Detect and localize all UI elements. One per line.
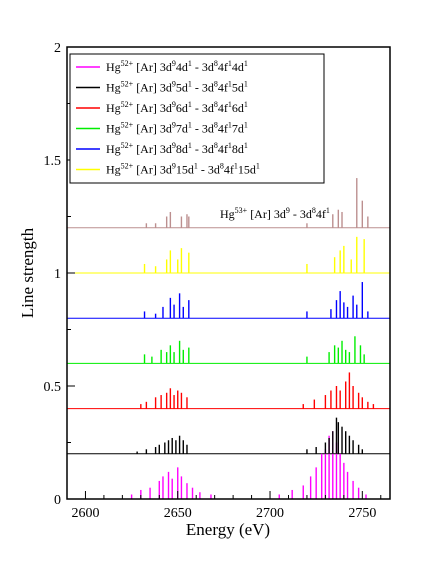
y-tick-label: 2	[54, 41, 61, 56]
x-tick-label: 2650	[164, 506, 192, 521]
x-axis: 2600 2650 2700 2750	[71, 491, 382, 521]
x-tick-label: 2750	[348, 506, 376, 521]
legend-item: Hg52+ [Ar] 3d98d1 - 3d84f18d1	[76, 141, 248, 156]
x-axis-title: Energy (eV)	[186, 520, 270, 539]
y-tick-label: 0.5	[44, 380, 62, 395]
legend-label: Hg52+ [Ar] 3d95d1 - 3d84f15d1	[106, 80, 248, 95]
x-tick-label: 2700	[256, 506, 284, 521]
legend-item: Hg52+ [Ar] 3d97d1 - 3d84f17d1	[76, 121, 248, 136]
legend-item: Hg52+ [Ar] 3d95d1 - 3d84f15d1	[76, 80, 248, 95]
legend-item: Hg52+ [Ar] 3d94d1 - 3d84f14d1	[76, 59, 248, 74]
legend-label: Hg52+ [Ar] 3d98d1 - 3d84f18d1	[106, 141, 248, 156]
legend-label: Hg52+ [Ar] 3d96d1 - 3d84f16d1	[106, 100, 248, 115]
series-baselines	[67, 227, 390, 500]
legend-box	[69, 53, 325, 184]
legend-label: Hg52+ [Ar] 3d97d1 - 3d84f17d1	[106, 121, 248, 136]
y-axis-title: Line strength	[18, 227, 37, 318]
legend-label: Hg52+ [Ar] 3d915d1 - 3d84f115d1	[106, 162, 260, 177]
y-tick-label: 1.5	[44, 154, 62, 169]
y-tick-label: 1	[54, 267, 61, 282]
spectral-lines	[130, 178, 375, 499]
hg53-label-text: Hg53+ [Ar] 3d9 - 3d84f1	[220, 206, 330, 221]
y-axis: 0 0.5 1 1.5 2	[44, 41, 75, 508]
legend-item: Hg52+ [Ar] 3d96d1 - 3d84f16d1	[76, 100, 248, 115]
legend-item: Hg52+ [Ar] 3d915d1 - 3d84f115d1	[76, 162, 260, 177]
y-tick-label: 0	[54, 493, 61, 508]
legend-label: Hg52+ [Ar] 3d94d1 - 3d84f14d1	[106, 59, 248, 74]
x-tick-label: 2600	[71, 506, 99, 521]
legend: Hg52+ [Ar] 3d94d1 - 3d84f14d1 Hg52+ [Ar] …	[69, 53, 325, 184]
hg53-series-label: Hg53+ [Ar] 3d9 - 3d84f1	[220, 206, 330, 221]
